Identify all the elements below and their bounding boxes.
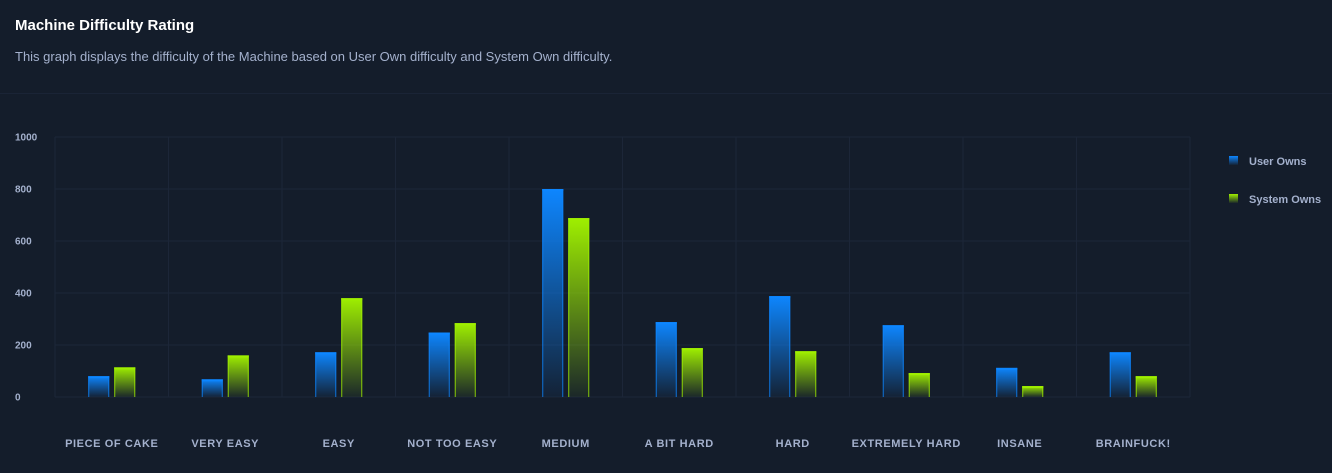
bar-system-owns[interactable]: [114, 367, 136, 397]
grid-lines: [54, 136, 1191, 398]
bar-top-edge: [655, 322, 677, 325]
bar-top-edge: [1109, 352, 1131, 355]
x-category-label: EASY: [323, 438, 355, 450]
bar-top-edge: [428, 332, 450, 335]
legend: User Owns System Owns: [1229, 156, 1321, 206]
bar-top-edge: [114, 367, 136, 370]
bar-system-owns[interactable]: [795, 351, 817, 397]
bar-user-owns[interactable]: [655, 322, 677, 397]
bars: [88, 189, 1157, 397]
x-category-label: A BIT HARD: [645, 438, 714, 450]
bar-user-owns[interactable]: [315, 352, 337, 397]
bar-top-edge: [882, 325, 904, 328]
x-category-label: BRAINFUCK!: [1096, 438, 1171, 450]
bar-system-owns[interactable]: [454, 323, 476, 397]
y-tick-label: 400: [15, 289, 32, 300]
x-category-label: VERY EASY: [191, 438, 259, 450]
bar-user-owns[interactable]: [88, 376, 110, 397]
bar-user-owns[interactable]: [542, 189, 564, 397]
bar-top-edge: [341, 298, 363, 301]
bar-top-edge: [1022, 386, 1044, 389]
bar-user-owns[interactable]: [201, 379, 223, 397]
bar-top-edge: [201, 379, 223, 382]
bar-system-owns[interactable]: [1022, 386, 1044, 397]
y-tick-label: 1000: [15, 133, 38, 144]
chart-subtitle: This graph displays the difficulty of th…: [15, 49, 613, 64]
legend-swatch[interactable]: [1229, 156, 1238, 165]
y-tick-label: 800: [15, 185, 32, 196]
chart-title: Machine Difficulty Rating: [15, 17, 195, 34]
bar-top-edge: [795, 351, 817, 354]
legend-label[interactable]: System Owns: [1249, 194, 1321, 206]
bar-top-edge: [1135, 376, 1157, 379]
bar-top-edge: [542, 189, 564, 191]
bar-user-owns[interactable]: [1109, 352, 1131, 397]
bar-system-owns[interactable]: [227, 355, 249, 397]
x-category-label: NOT TOO EASY: [407, 438, 497, 450]
bar-top-edge: [315, 352, 337, 355]
bar-system-owns[interactable]: [681, 348, 703, 397]
bar-user-owns[interactable]: [996, 367, 1018, 397]
y-tick-label: 200: [15, 341, 32, 352]
bar-top-edge: [996, 367, 1018, 370]
x-category-label: MEDIUM: [542, 438, 590, 450]
bar-top-edge: [88, 376, 110, 379]
bar-system-owns[interactable]: [341, 298, 363, 397]
bar-system-owns[interactable]: [568, 218, 590, 397]
bar-top-edge: [681, 348, 703, 351]
y-tick-label: 0: [15, 393, 21, 404]
x-axis-labels: PIECE OF CAKE VERY EASY EASY NOT TOO EASY ME…: [65, 438, 1171, 450]
header-divider: [0, 93, 1332, 94]
bar-user-owns[interactable]: [882, 325, 904, 397]
bar-top-edge: [769, 296, 791, 299]
bar-top-edge: [454, 323, 476, 326]
bar-system-owns[interactable]: [908, 373, 930, 397]
x-category-label: HARD: [776, 438, 810, 450]
bar-user-owns[interactable]: [428, 332, 450, 397]
x-category-label: INSANE: [997, 438, 1042, 450]
bar-top-edge: [908, 373, 930, 376]
bar-top-edge: [227, 355, 249, 358]
bar-system-owns[interactable]: [1135, 376, 1157, 397]
bar-user-owns[interactable]: [769, 296, 791, 397]
x-category-label: PIECE OF CAKE: [65, 438, 158, 450]
legend-label[interactable]: User Owns: [1249, 156, 1306, 168]
y-axis-ticks: 0 200 400 600 800 1000: [15, 133, 38, 404]
x-category-label: EXTREMELY HARD: [852, 438, 961, 450]
legend-swatch[interactable]: [1229, 194, 1238, 203]
y-tick-label: 600: [15, 237, 32, 248]
bar-top-edge: [568, 218, 590, 221]
